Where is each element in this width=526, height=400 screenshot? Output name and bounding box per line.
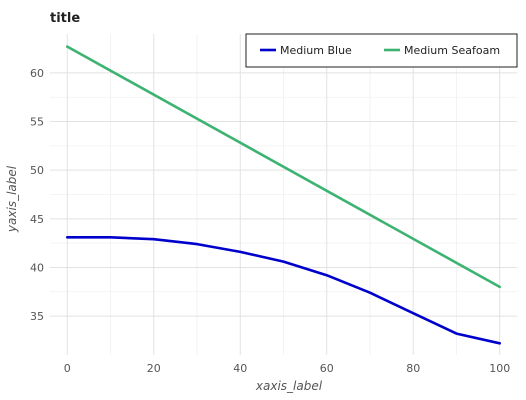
chart-title: title (50, 11, 80, 26)
x-axis-ticks: 0 20 40 60 80 100 (64, 362, 510, 375)
y-tick-label: 45 (30, 213, 44, 226)
y-tick-label: 55 (30, 116, 44, 129)
legend-label: Medium Seafoam (404, 44, 500, 57)
grid (50, 34, 517, 355)
y-tick-label: 40 (30, 261, 44, 274)
x-tick-label: 60 (320, 362, 334, 375)
x-tick-label: 100 (489, 362, 510, 375)
x-tick-label: 80 (406, 362, 420, 375)
legend: Medium Blue Medium Seafoam (246, 34, 517, 67)
legend-label: Medium Blue (280, 44, 352, 57)
y-tick-label: 35 (30, 310, 44, 323)
y-axis-ticks: 35 40 45 50 55 60 (30, 67, 44, 323)
x-tick-label: 40 (233, 362, 247, 375)
x-tick-label: 20 (147, 362, 161, 375)
y-tick-label: 50 (30, 164, 44, 177)
x-axis-title: xaxis_label (255, 379, 323, 393)
y-axis-title: yaxis_label (5, 165, 19, 233)
x-tick-label: 0 (64, 362, 71, 375)
y-tick-label: 60 (30, 67, 44, 80)
